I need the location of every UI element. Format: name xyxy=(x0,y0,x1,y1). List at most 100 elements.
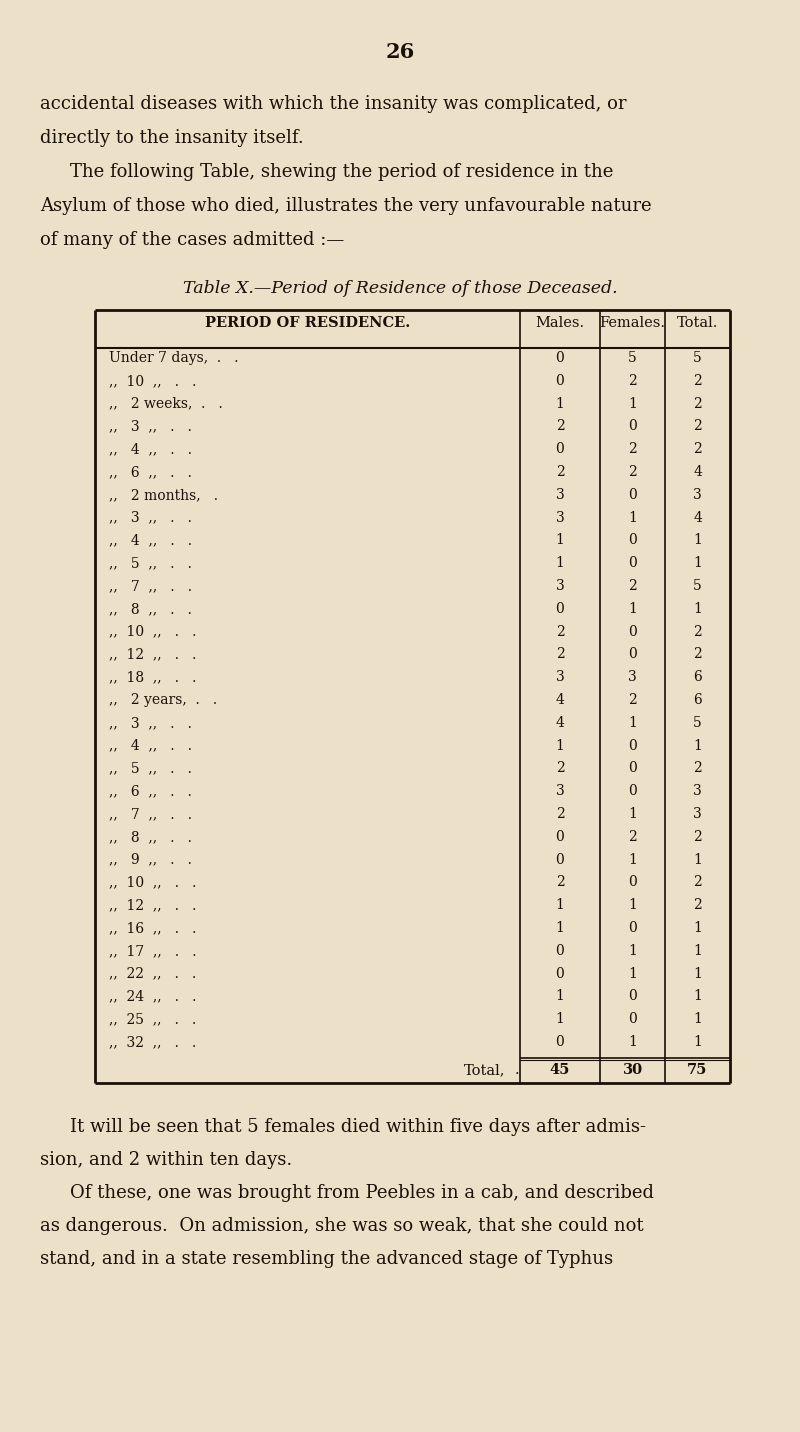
Text: 0: 0 xyxy=(628,1012,637,1027)
Text: 1: 1 xyxy=(628,898,637,912)
Text: 5: 5 xyxy=(693,579,702,593)
Text: The following Table, shewing the period of residence in the: The following Table, shewing the period … xyxy=(70,163,614,180)
Text: 3: 3 xyxy=(693,808,702,821)
Text: ,,   2 weeks,  .   .: ,, 2 weeks, . . xyxy=(109,397,222,411)
Text: PERIOD OF RESIDENCE.: PERIOD OF RESIDENCE. xyxy=(205,316,410,329)
Text: 0: 0 xyxy=(556,944,564,958)
Text: 2: 2 xyxy=(628,693,637,707)
Text: 75: 75 xyxy=(687,1063,708,1077)
Text: 0: 0 xyxy=(628,921,637,935)
Text: 2: 2 xyxy=(628,579,637,593)
Text: 1: 1 xyxy=(555,533,565,547)
Text: 2: 2 xyxy=(628,442,637,457)
Text: ,,  12  ,,   .   .: ,, 12 ,, . . xyxy=(109,647,196,662)
Text: 0: 0 xyxy=(628,556,637,570)
Text: 2: 2 xyxy=(556,465,564,478)
Text: 1: 1 xyxy=(693,852,702,866)
Text: Table X.—Period of Residence of those Deceased.: Table X.—Period of Residence of those De… xyxy=(182,281,618,296)
Text: ,,   7  ,,   .   .: ,, 7 ,, . . xyxy=(109,579,192,593)
Text: 0: 0 xyxy=(628,762,637,775)
Text: 0: 0 xyxy=(628,624,637,639)
Text: 0: 0 xyxy=(556,374,564,388)
Text: ,,  10  ,,   .   .: ,, 10 ,, . . xyxy=(109,374,196,388)
Text: Asylum of those who died, illustrates the very unfavourable nature: Asylum of those who died, illustrates th… xyxy=(40,198,652,215)
Text: 5: 5 xyxy=(693,351,702,365)
Text: ,,  24  ,,   .   .: ,, 24 ,, . . xyxy=(109,990,196,1004)
Text: 1: 1 xyxy=(693,739,702,753)
Text: 1: 1 xyxy=(555,397,565,411)
Text: 2: 2 xyxy=(693,829,702,843)
Text: Total,: Total, xyxy=(463,1063,505,1077)
Text: Total.: Total. xyxy=(677,316,718,329)
Text: 4: 4 xyxy=(693,465,702,478)
Text: Females.: Females. xyxy=(599,316,666,329)
Text: .: . xyxy=(515,1063,520,1077)
Text: ,,   3  ,,   .   .: ,, 3 ,, . . xyxy=(109,511,192,524)
Text: 1: 1 xyxy=(555,556,565,570)
Text: 2: 2 xyxy=(628,829,637,843)
Text: 2: 2 xyxy=(628,374,637,388)
Text: ,,   5  ,,   .   .: ,, 5 ,, . . xyxy=(109,762,192,775)
Text: ,,   3  ,,   .   .: ,, 3 ,, . . xyxy=(109,716,192,730)
Text: ,,   3  ,,   .   .: ,, 3 ,, . . xyxy=(109,420,192,434)
Text: 2: 2 xyxy=(693,898,702,912)
Text: 0: 0 xyxy=(628,739,637,753)
Text: 1: 1 xyxy=(628,1035,637,1050)
Text: ,,   4  ,,   .   .: ,, 4 ,, . . xyxy=(109,442,192,457)
Text: ,,   7  ,,   .   .: ,, 7 ,, . . xyxy=(109,808,192,821)
Text: ,,   5  ,,   .   .: ,, 5 ,, . . xyxy=(109,556,192,570)
Text: 1: 1 xyxy=(628,397,637,411)
Text: 2: 2 xyxy=(693,875,702,889)
Text: 1: 1 xyxy=(693,533,702,547)
Text: 1: 1 xyxy=(628,601,637,616)
Text: 2: 2 xyxy=(693,420,702,434)
Text: 1: 1 xyxy=(555,990,565,1004)
Text: ,,   9  ,,   .   .: ,, 9 ,, . . xyxy=(109,852,192,866)
Text: 1: 1 xyxy=(555,739,565,753)
Text: 0: 0 xyxy=(628,647,637,662)
Text: ,,   2 months,   .: ,, 2 months, . xyxy=(109,488,218,501)
Text: ,,  22  ,,   .   .: ,, 22 ,, . . xyxy=(109,967,196,981)
Text: 2: 2 xyxy=(693,397,702,411)
Text: 3: 3 xyxy=(693,785,702,798)
Text: 0: 0 xyxy=(628,533,637,547)
Text: 2: 2 xyxy=(693,647,702,662)
Text: 4: 4 xyxy=(693,511,702,524)
Text: ,,  18  ,,   .   .: ,, 18 ,, . . xyxy=(109,670,196,684)
Text: 4: 4 xyxy=(555,693,565,707)
Text: 5: 5 xyxy=(628,351,637,365)
Text: 0: 0 xyxy=(556,852,564,866)
Text: 0: 0 xyxy=(628,420,637,434)
Text: 0: 0 xyxy=(628,785,637,798)
Text: 3: 3 xyxy=(556,488,564,501)
Text: 3: 3 xyxy=(556,785,564,798)
Text: 2: 2 xyxy=(693,624,702,639)
Text: directly to the insanity itself.: directly to the insanity itself. xyxy=(40,129,304,147)
Text: 1: 1 xyxy=(628,967,637,981)
Text: 1: 1 xyxy=(628,808,637,821)
Text: 3: 3 xyxy=(556,579,564,593)
Text: 2: 2 xyxy=(556,762,564,775)
Text: ,,   4  ,,   .   .: ,, 4 ,, . . xyxy=(109,739,192,753)
Text: 3: 3 xyxy=(628,670,637,684)
Text: 4: 4 xyxy=(555,716,565,730)
Text: 0: 0 xyxy=(628,990,637,1004)
Text: 1: 1 xyxy=(693,601,702,616)
Text: ,,   8  ,,   .   .: ,, 8 ,, . . xyxy=(109,601,192,616)
Text: 2: 2 xyxy=(556,420,564,434)
Text: 2: 2 xyxy=(556,624,564,639)
Text: 1: 1 xyxy=(693,944,702,958)
Text: 1: 1 xyxy=(555,921,565,935)
Text: Under 7 days,  .   .: Under 7 days, . . xyxy=(109,351,238,365)
Text: 26: 26 xyxy=(386,42,414,62)
Text: 1: 1 xyxy=(693,1035,702,1050)
Text: 6: 6 xyxy=(693,693,702,707)
Text: 2: 2 xyxy=(628,465,637,478)
Text: ,,  32  ,,   .   .: ,, 32 ,, . . xyxy=(109,1035,196,1050)
Text: 1: 1 xyxy=(693,967,702,981)
Text: 1: 1 xyxy=(693,556,702,570)
Text: accidental diseases with which the insanity was complicated, or: accidental diseases with which the insan… xyxy=(40,95,626,113)
Text: Males.: Males. xyxy=(535,316,585,329)
Text: ,,  10  ,,   .   .: ,, 10 ,, . . xyxy=(109,624,196,639)
Text: 1: 1 xyxy=(555,1012,565,1027)
